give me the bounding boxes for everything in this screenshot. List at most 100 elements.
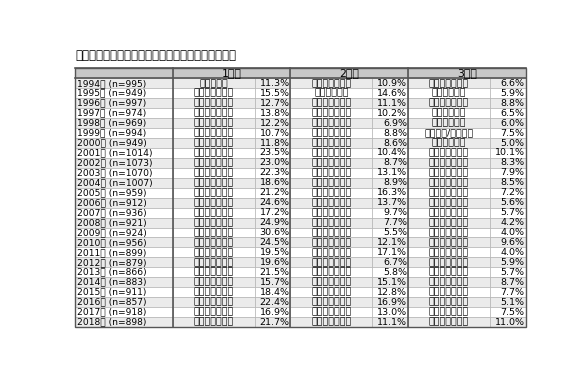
Bar [408, 297, 490, 307]
Bar [291, 307, 372, 317]
Text: 6.5%: 6.5% [501, 109, 525, 118]
Text: 13.1%: 13.1% [377, 168, 407, 177]
Bar [408, 128, 490, 138]
Bar [291, 138, 372, 148]
Bar [372, 297, 408, 307]
Text: 2002年 (n=1073): 2002年 (n=1073) [77, 158, 153, 168]
Text: 5.7%: 5.7% [501, 268, 525, 277]
Text: 松　井　秀　喜: 松 井 秀 喜 [194, 168, 234, 177]
Bar [75, 138, 173, 148]
Text: 7.5%: 7.5% [501, 308, 525, 317]
Bar [408, 168, 490, 178]
Bar [173, 277, 254, 287]
Text: 19.6%: 19.6% [260, 258, 290, 267]
Bar [408, 88, 490, 98]
Bar [372, 78, 408, 88]
Text: 14.6%: 14.6% [377, 89, 407, 98]
Text: イ　チ　ロ　ー: イ チ ロ ー [311, 317, 352, 327]
Bar [254, 98, 291, 108]
Bar [254, 198, 291, 208]
Text: 2010年 (n=956): 2010年 (n=956) [77, 238, 147, 247]
Text: 7.7%: 7.7% [383, 218, 407, 227]
Text: イ　チ　ロ　ー: イ チ ロ ー [194, 188, 234, 197]
Bar [173, 168, 254, 178]
Bar [75, 148, 173, 158]
Text: イ　チ　ロ　ー: イ チ ロ ー [194, 228, 234, 237]
Text: 24.6%: 24.6% [260, 198, 290, 207]
Bar [490, 78, 525, 88]
Bar [254, 297, 291, 307]
Text: イ　チ　ロ　ー: イ チ ロ ー [194, 298, 234, 307]
Bar [254, 277, 291, 287]
Bar [490, 258, 525, 267]
Bar [291, 118, 372, 128]
Text: 石　川　　　遼: 石 川 遼 [311, 258, 352, 267]
Text: 3　位: 3 位 [457, 68, 477, 78]
Text: 5.6%: 5.6% [501, 198, 525, 207]
Bar [173, 158, 254, 168]
Text: 11.3%: 11.3% [259, 79, 290, 88]
Text: 田　中　将　大: 田 中 将 大 [429, 278, 469, 287]
Text: イ　チ　ロ　ー: イ チ ロ ー [194, 148, 234, 158]
Bar [490, 287, 525, 297]
Bar [490, 297, 525, 307]
Bar [372, 267, 408, 277]
Text: 13.7%: 13.7% [377, 198, 407, 207]
Bar [372, 178, 408, 188]
Text: 長　嶋　茂　雄: 長 嶋 茂 雄 [311, 158, 352, 168]
Bar [372, 128, 408, 138]
Bar [75, 128, 173, 138]
Bar [408, 98, 490, 108]
Text: 松　井　秀　喜: 松 井 秀 喜 [429, 158, 469, 168]
Text: 2015年 (n=911): 2015年 (n=911) [77, 288, 147, 297]
Bar [75, 158, 173, 168]
Text: 長　嶋　茂　雄: 長 嶋 茂 雄 [194, 138, 234, 148]
Bar [291, 277, 372, 287]
Bar [408, 138, 490, 148]
Text: 貴　　乃　花: 貴 乃 花 [432, 138, 466, 148]
Bar [372, 158, 408, 168]
Text: 2007年 (n=936): 2007年 (n=936) [77, 208, 147, 217]
Text: 8.9%: 8.9% [383, 178, 407, 187]
Text: 16.9%: 16.9% [260, 308, 290, 317]
Text: 12.1%: 12.1% [377, 238, 407, 247]
Bar [408, 267, 490, 277]
Bar [490, 277, 525, 287]
Text: 2　位: 2 位 [339, 68, 359, 78]
Text: イ　チ　ロ　ー: イ チ ロ ー [311, 278, 352, 287]
Bar [254, 208, 291, 218]
Bar [372, 88, 408, 98]
Bar [291, 248, 372, 258]
Text: 若　　乃　花: 若 乃 花 [432, 89, 466, 98]
Text: 8.7%: 8.7% [383, 158, 407, 168]
Bar [173, 178, 254, 188]
Bar [408, 287, 490, 297]
Text: 長　嶋　茂　雄: 長 嶋 茂 雄 [429, 168, 469, 177]
Text: 7.9%: 7.9% [501, 168, 525, 177]
Bar [490, 307, 525, 317]
Bar [490, 198, 525, 208]
Text: 10.4%: 10.4% [377, 148, 407, 158]
Bar [408, 68, 525, 78]
Bar [75, 178, 173, 188]
Bar [254, 258, 291, 267]
Bar [408, 238, 490, 248]
Bar [490, 248, 525, 258]
Text: 10.1%: 10.1% [495, 148, 525, 158]
Bar [173, 317, 254, 327]
Text: 2005年 (n=959): 2005年 (n=959) [77, 188, 147, 197]
Text: 2001年 (n=1014): 2001年 (n=1014) [77, 148, 153, 158]
Bar [291, 78, 372, 88]
Bar [490, 128, 525, 138]
Text: 松　井　秀　喜: 松 井 秀 喜 [311, 198, 352, 207]
Bar [173, 118, 254, 128]
Text: 12.7%: 12.7% [260, 99, 290, 108]
Bar [75, 208, 173, 218]
Text: 12.2%: 12.2% [260, 118, 290, 128]
Text: 松　井　秀　喜: 松 井 秀 喜 [311, 138, 352, 148]
Bar [75, 78, 173, 88]
Text: 貴　　乃　花: 貴 乃 花 [314, 89, 349, 98]
Text: 8.3%: 8.3% [501, 158, 525, 168]
Text: 21.7%: 21.7% [260, 317, 290, 327]
Text: 24.5%: 24.5% [260, 238, 290, 247]
